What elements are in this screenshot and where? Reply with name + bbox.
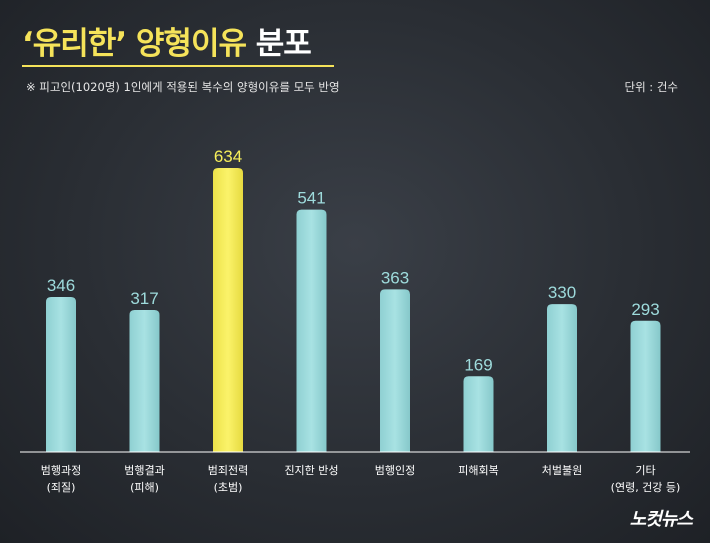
title-highlight: ‘유리한’ 양형이유 — [22, 26, 247, 62]
category-label-5-0: 피해회복 — [458, 463, 498, 477]
labels-group: 346 범행과정 (죄질) 317 범행결과 (피해) 634 범죄전력 (초범) 541 진지한 … — [41, 147, 681, 494]
data-label-6: 330 — [548, 283, 576, 302]
bar-2 — [213, 168, 243, 452]
category-label-0-1: (죄질) — [47, 481, 76, 494]
unit-label: 단위 : 건수 — [624, 80, 678, 94]
category-label-1-1: (피해) — [130, 480, 159, 494]
category-label-2-0: 범죄전력 — [208, 464, 248, 477]
category-label-3-0: 진지한 반성 — [284, 464, 338, 477]
brand-logo: 노컷뉴스 — [629, 509, 693, 530]
data-label-4: 363 — [381, 268, 409, 287]
data-label-7: 293 — [631, 300, 659, 319]
data-label-0: 346 — [47, 276, 75, 295]
bar-1 — [129, 310, 160, 452]
category-label-2-1: (초범) — [214, 481, 243, 494]
chart-note: ※ 피고인(1020명) 1인에게 적용된 복수의 양형이유를 모두 반영 — [26, 80, 340, 94]
category-label-7-0: 기타 — [635, 464, 655, 477]
category-label-7-1: (연령, 건강 등) — [611, 481, 681, 494]
bar-7 — [630, 320, 661, 452]
title-rest: 분포 — [246, 26, 312, 62]
category-label-6-0: 처벌불원 — [542, 464, 582, 477]
title-underline — [22, 65, 334, 67]
category-label-1-0: 범행결과 — [124, 464, 164, 477]
category-label-0-0: 범행과정 — [41, 464, 81, 477]
bar-3 — [296, 209, 327, 452]
bar-4 — [380, 289, 410, 452]
bar-6 — [547, 304, 577, 452]
data-label-2: 634 — [214, 147, 242, 166]
category-label-4-0: 범행인정 — [375, 464, 415, 477]
data-label-5: 169 — [464, 355, 492, 374]
bar-5 — [463, 376, 494, 452]
data-label-3: 541 — [297, 189, 325, 208]
page-title: ‘유리한’ 양형이유 분포 — [22, 18, 312, 63]
data-label-1: 317 — [130, 289, 158, 308]
bars-group — [46, 168, 661, 452]
bar-0 — [46, 297, 76, 452]
